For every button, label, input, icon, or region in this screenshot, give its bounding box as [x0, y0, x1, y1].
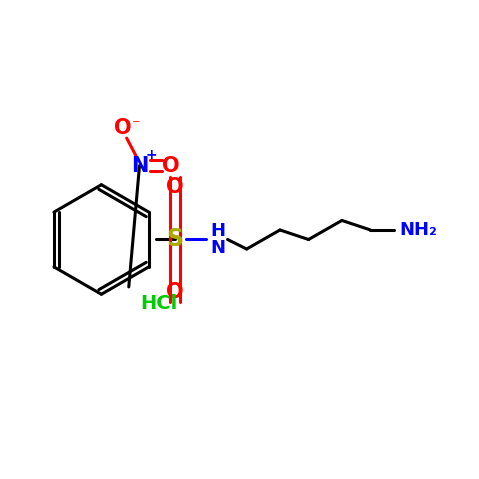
Text: O: O [114, 117, 132, 137]
Text: S: S [167, 228, 184, 251]
Text: HCl: HCl [140, 294, 177, 313]
Text: O: O [166, 282, 184, 302]
Text: ⁻: ⁻ [132, 116, 140, 134]
Text: O: O [161, 156, 179, 176]
Text: NH₂: NH₂ [399, 221, 437, 239]
Text: +: + [145, 148, 157, 162]
Text: H
N: H N [211, 222, 226, 257]
Text: N: N [131, 156, 148, 176]
Text: O: O [166, 177, 184, 197]
